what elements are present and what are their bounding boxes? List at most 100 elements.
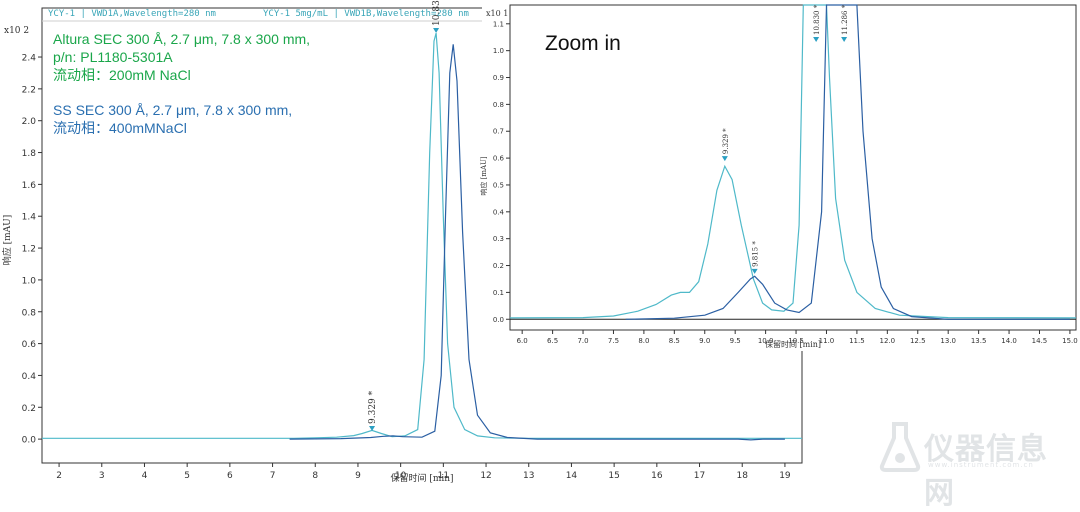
watermark-subtext: www.instrument.com.cn — [928, 461, 1034, 469]
green-annotation-line: 流动相：200mM NaCl — [53, 67, 191, 83]
y-tick-label: 0.0 — [493, 316, 504, 324]
y-tick-label: 0.6 — [22, 340, 37, 350]
main-y-multiplier: x10 2 — [4, 26, 29, 36]
x-tick-label: 12 — [480, 471, 491, 481]
x-tick-label: 15.0 — [1062, 337, 1078, 345]
y-tick-label: 2.0 — [22, 117, 37, 127]
main-ticks: 2 3 4 5 6 7 8 9 10 11 12 13 14 15 16 17 18 19 0.0 0.2 0.4 0.6… — [22, 54, 791, 481]
y-tick-label: 2.2 — [22, 85, 36, 95]
y-tick-label: 0.4 — [493, 208, 505, 216]
x-tick-label: 14 — [566, 471, 578, 481]
y-tick-label: 1.6 — [22, 181, 37, 191]
x-tick-label: 10 — [395, 471, 407, 481]
blue-annotation-line: SS SEC 300 Å, 2.7 μm, 7.8 x 300 mm, — [53, 102, 293, 118]
x-tick-label: 7 — [270, 471, 276, 481]
x-tick-label: 10.0 — [758, 337, 774, 345]
x-tick-label: 9.5 — [730, 337, 741, 345]
x-tick-label: 9.0 — [699, 337, 710, 345]
x-tick-label: 11.5 — [849, 337, 865, 345]
main-header-right: YCY-1 5mg/mL | VWD1B,Wavelength=280 nm — [263, 9, 469, 19]
y-tick-label: 2.4 — [22, 54, 37, 64]
x-tick-label: 13.0 — [940, 337, 956, 345]
y-tick-label: 1.4 — [22, 213, 37, 223]
y-tick-label: 1.1 — [493, 20, 504, 28]
peak-label: 10.830 * — [813, 4, 821, 35]
x-tick-label: 7.5 — [608, 337, 619, 345]
x-tick-label: 17 — [694, 471, 705, 481]
x-tick-label: 14.0 — [1001, 337, 1017, 345]
main-x-axis-label: 保留时间 [min] — [390, 472, 453, 484]
x-tick-label: 9 — [355, 471, 361, 481]
y-tick-label: 0.2 — [493, 262, 504, 270]
y-tick-label: 1.2 — [22, 245, 36, 255]
zoom-plot-frame — [509, 4, 1077, 331]
x-tick-label: 11.0 — [819, 337, 835, 345]
x-tick-label: 6.5 — [547, 337, 558, 345]
x-tick-label: 6.0 — [517, 337, 528, 345]
main-y-axis-label: 响应 [mAU] — [1, 215, 13, 266]
series-line-2 — [289, 44, 785, 441]
peak-marker — [433, 27, 440, 33]
zoom-series — [509, 4, 1077, 320]
y-tick-label: 1.0 — [493, 47, 504, 55]
y-tick-label: 0.8 — [493, 101, 504, 109]
y-tick-label: 1.8 — [22, 149, 37, 159]
green-annotation-line: Altura SEC 300 Å, 2.7 μm, 7.8 x 300 mm, — [53, 31, 311, 47]
zoom-chart: x10 1 响应 [mAU] 保留时间 [min] 6.0 6.5 7.0 7.5 8.… — [479, 3, 1078, 351]
peak-marker — [369, 425, 376, 431]
y-tick-label: 0.6 — [493, 155, 505, 163]
series-line-1 — [42, 32, 802, 439]
zoom-ticks: 6.0 6.5 7.0 7.5 8.0 8.5 9.0 9.5 10.0 10.5 11.0 11.5… — [493, 20, 1078, 345]
green-annotation: Altura SEC 300 Å, 2.7 μm, 7.8 x 300 mm, … — [53, 30, 310, 84]
green-annotation-line: p/n: PL1180-5301A — [53, 49, 173, 65]
peak-label: 9.815 * — [752, 241, 760, 267]
zoom-in-title: Zoom in — [545, 32, 621, 55]
peak-label: 10.830 * — [432, 0, 442, 26]
x-tick-label: 12.5 — [910, 337, 926, 345]
peak-label: 9.329 * — [368, 390, 378, 424]
x-tick-label: 13 — [523, 471, 534, 481]
y-tick-label: 0.0 — [22, 436, 37, 446]
x-tick-label: 15 — [608, 471, 619, 481]
blue-annotation-line: 流动相：400mMNaCl — [53, 120, 187, 136]
series-line-1 — [509, 4, 1077, 319]
x-tick-label: 7.0 — [577, 337, 588, 345]
peak-label: 9.329 * — [722, 128, 730, 154]
main-header-left: YCY-1 | VWD1A,Wavelength=280 nm — [48, 9, 216, 19]
peak-marker — [751, 268, 758, 274]
y-tick-label: 0.5 — [493, 181, 504, 189]
x-tick-label: 10.5 — [788, 337, 804, 345]
x-tick-label: 19 — [779, 471, 791, 481]
main-series — [42, 32, 802, 441]
zoom-x-axis-label: 保留时间 [min] — [765, 339, 821, 349]
y-tick-label: 0.4 — [22, 372, 37, 382]
peak-marker — [721, 156, 728, 162]
x-tick-label: 5 — [184, 471, 190, 481]
zoom-y-axis-label: 响应 [mAU] — [479, 156, 488, 196]
y-tick-label: 0.9 — [493, 74, 504, 82]
x-tick-label: 18 — [736, 471, 748, 481]
watermark: 仪器信息网 www.instrument.com.cn — [878, 418, 1074, 511]
y-tick-label: 0.3 — [493, 235, 504, 243]
series-line-2 — [625, 4, 1070, 320]
x-tick-label: 4 — [142, 471, 148, 481]
zoom-peak-labels: 9.329 * 9.815 * 10.830 * 11.286 * — [721, 4, 849, 274]
flask-logo-icon — [879, 422, 921, 472]
y-tick-label: 0.8 — [22, 308, 37, 318]
x-tick-label: 8.0 — [638, 337, 649, 345]
x-tick-label: 6 — [227, 471, 233, 481]
x-tick-label: 12.0 — [880, 337, 896, 345]
x-tick-label: 14.5 — [1032, 337, 1048, 345]
x-tick-label: 8 — [312, 471, 318, 481]
peak-marker — [841, 37, 848, 42]
peak-marker — [813, 37, 820, 42]
main-peak-labels: 9.329 * 10.830 * — [368, 0, 442, 431]
peak-label: 11.286 * — [841, 4, 849, 35]
y-tick-label: 0.2 — [22, 404, 36, 414]
x-tick-label: 13.5 — [971, 337, 987, 345]
x-tick-label: 16 — [651, 471, 663, 481]
zoom-y-multiplier: x10 1 — [486, 9, 508, 18]
x-tick-label: 11 — [438, 471, 449, 481]
x-tick-label: 8.5 — [669, 337, 680, 345]
y-tick-label: 1.0 — [22, 276, 37, 286]
